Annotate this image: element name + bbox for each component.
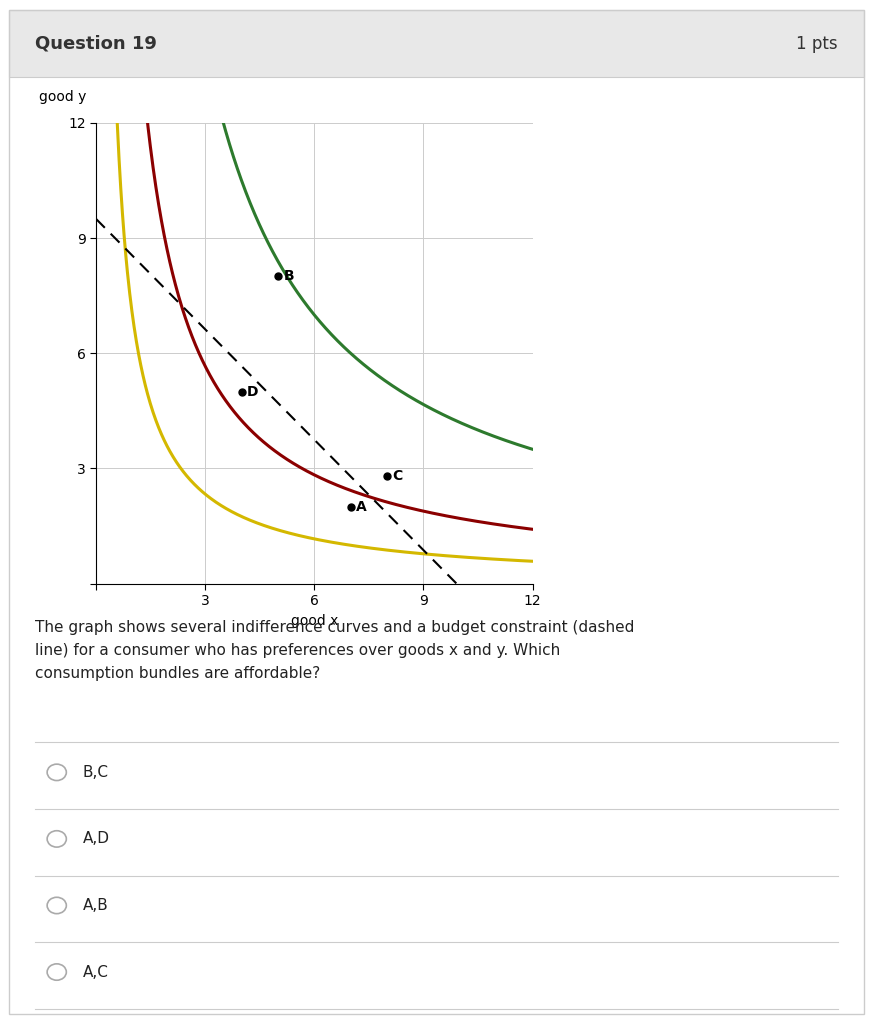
- X-axis label: good x: good x: [291, 613, 338, 628]
- Text: A: A: [356, 500, 367, 514]
- Text: A,B: A,B: [83, 898, 108, 913]
- Text: B,C: B,C: [83, 765, 109, 780]
- Text: Question 19: Question 19: [35, 35, 157, 52]
- Text: B: B: [284, 269, 294, 284]
- Text: C: C: [393, 469, 402, 483]
- Text: The graph shows several indifference curves and a budget constraint (dashed
line: The graph shows several indifference cur…: [35, 620, 635, 681]
- Text: A,D: A,D: [83, 831, 110, 847]
- Text: 1 pts: 1 pts: [796, 35, 838, 52]
- Text: A,C: A,C: [83, 965, 109, 980]
- Text: D: D: [247, 385, 258, 398]
- Text: good y: good y: [39, 90, 86, 104]
